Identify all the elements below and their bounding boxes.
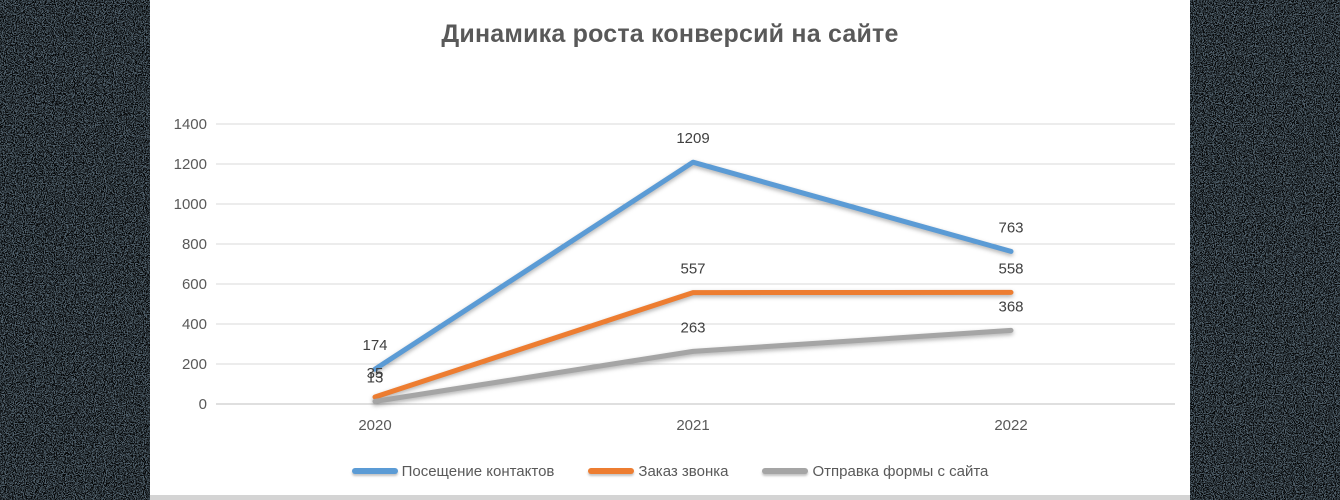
- series-line[interactable]: [372, 159, 1014, 372]
- data-label: 558: [998, 260, 1023, 277]
- legend-item-form-submit[interactable]: Отправка формы с сайта: [762, 463, 988, 480]
- line-chart-plot[interactable]: 0 200 400 600 800 1000 1200 1400 2020 2021 2022 174…: [150, 0, 1190, 500]
- data-label: 368: [998, 298, 1023, 315]
- legend-line-sample-orange: [588, 468, 635, 474]
- data-label: 13: [367, 369, 384, 386]
- chart-panel: Динамика роста конверсий на сайте 0 200 40…: [150, 0, 1190, 500]
- legend-line-sample-blue: [351, 468, 398, 474]
- legend-line-sample-gray: [762, 468, 809, 474]
- y-tick-label: 1200: [174, 156, 207, 173]
- chart-legend: Посещение контактов Заказ звонка Отправк…: [150, 458, 1190, 484]
- panel-bottom-edge: [150, 495, 1190, 500]
- x-axis-label: 2020: [358, 417, 391, 434]
- x-axis-label: 2021: [676, 417, 709, 434]
- legend-label: Посещение контактов: [401, 462, 555, 480]
- y-tick-label: 200: [182, 356, 207, 373]
- y-tick-label: 800: [182, 236, 207, 253]
- data-label: 174: [362, 337, 387, 354]
- x-axis-label: 2022: [994, 417, 1027, 434]
- y-tick-label: 1000: [174, 196, 207, 213]
- y-tick-label: 400: [182, 316, 207, 333]
- data-label: 35: [367, 365, 384, 382]
- series-line[interactable]: [372, 327, 1014, 404]
- data-label: 1209: [676, 130, 709, 147]
- y-tick-label: 1400: [174, 116, 207, 133]
- chart-title: Динамика роста конверсий на сайте: [441, 20, 899, 48]
- y-tick-label: 600: [182, 276, 207, 293]
- legend-label: Отправка формы с сайта: [812, 462, 989, 480]
- legend-item-contacts-visits[interactable]: Посещение контактов: [351, 462, 555, 480]
- series-line[interactable]: [372, 289, 1014, 400]
- legend-item-call-order[interactable]: Заказ звонка: [588, 463, 728, 480]
- y-tick-label: 0: [199, 396, 207, 413]
- legend-label: Заказ звонка: [638, 462, 729, 480]
- data-label: 557: [680, 261, 705, 278]
- data-label: 263: [680, 319, 705, 336]
- data-label: 763: [998, 219, 1023, 236]
